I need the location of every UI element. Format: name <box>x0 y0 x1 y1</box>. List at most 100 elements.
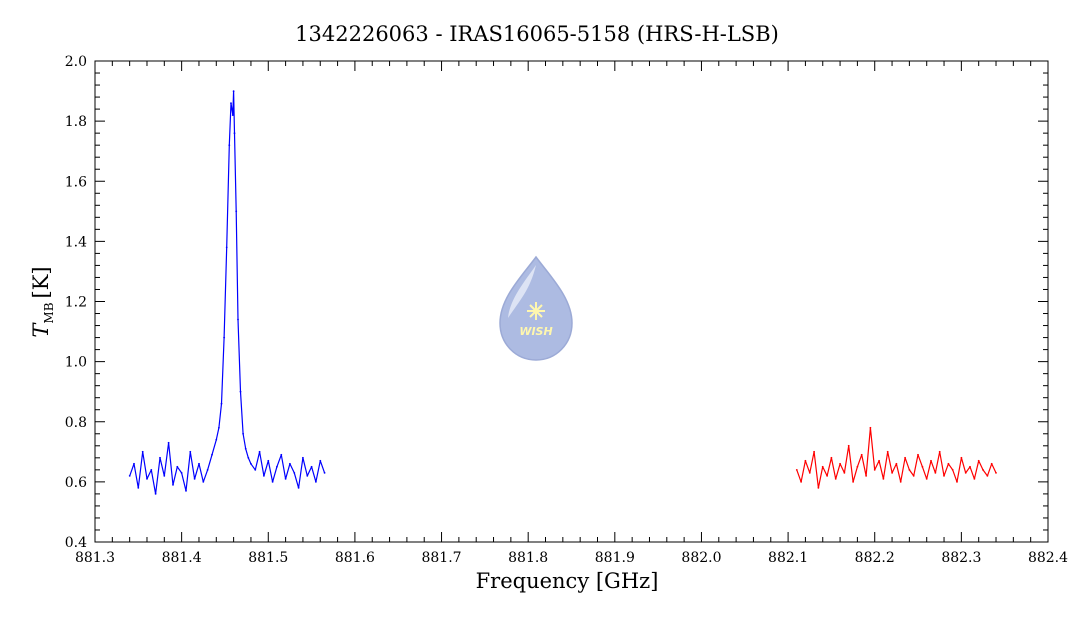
drop-highlight <box>508 265 536 318</box>
data-point <box>137 487 140 489</box>
data-point <box>176 465 179 468</box>
data-point <box>284 478 287 480</box>
data-point <box>826 475 828 477</box>
x-tick-labels: 881.3 881.4 881.5 881.6 881.7 881.8 881.9 882.0… <box>75 550 1068 566</box>
data-point <box>133 462 135 465</box>
data-point <box>141 450 144 453</box>
star-icon <box>527 302 545 320</box>
data-point <box>185 490 187 492</box>
y-tick-label: 1.2 <box>65 295 87 311</box>
data-point <box>990 462 993 465</box>
data-point <box>198 462 200 465</box>
data-point <box>830 456 833 459</box>
series-line <box>129 90 326 495</box>
data-point <box>323 472 326 474</box>
series-2 <box>795 426 997 489</box>
y-tick-label: 1.8 <box>65 114 87 130</box>
x-axis-label: Frequency [GHz] <box>476 569 659 593</box>
data-point <box>930 459 932 462</box>
data-point <box>202 481 205 483</box>
data-point <box>159 456 161 459</box>
data-point <box>947 462 950 465</box>
data-point <box>239 390 242 393</box>
data-point <box>934 472 937 474</box>
data-point <box>232 90 235 92</box>
data-point <box>895 462 898 465</box>
data-point <box>225 246 228 249</box>
data-point <box>280 453 283 456</box>
data-point <box>154 493 157 495</box>
x-tick-label: 882.3 <box>941 550 981 566</box>
data-point <box>839 462 841 465</box>
series-1 <box>128 90 326 495</box>
x-tick-label: 881.8 <box>508 550 548 566</box>
data-point <box>843 472 846 474</box>
data-point <box>258 450 261 453</box>
data-point <box>882 478 885 480</box>
x-tick-label: 881.7 <box>421 550 461 566</box>
y-tick-label: 1.4 <box>65 234 87 250</box>
data-point <box>817 487 820 489</box>
data-point <box>223 336 226 339</box>
data-point <box>852 481 854 483</box>
data-point <box>276 465 278 468</box>
data-point <box>804 459 807 462</box>
y-axis-label-sub: MB <box>42 302 56 323</box>
data-point <box>310 465 313 468</box>
data-point <box>163 475 166 477</box>
y-tick-label: 1.6 <box>65 174 87 190</box>
data-point <box>242 432 245 435</box>
data-point <box>172 484 174 486</box>
data-point <box>263 475 265 477</box>
x-tick-label: 881.6 <box>335 550 375 566</box>
data-point <box>904 456 906 459</box>
spectrum-series <box>128 90 997 495</box>
chart-title: 1342226063 - IRAS16065-5158 (HRS-H-LSB) <box>295 22 779 46</box>
y-tick-label: 0.6 <box>65 475 87 491</box>
data-point <box>293 472 296 474</box>
data-point <box>230 102 232 104</box>
data-point <box>986 475 989 477</box>
data-point <box>925 478 928 480</box>
data-point <box>813 450 815 453</box>
data-point <box>128 475 131 477</box>
data-point <box>189 450 192 453</box>
data-point <box>860 453 863 456</box>
data-point <box>231 114 234 116</box>
y-axis-label-unit: [K] <box>29 266 53 298</box>
data-point <box>908 469 911 471</box>
data-point <box>193 478 196 480</box>
data-point <box>218 426 220 429</box>
data-point <box>977 459 980 462</box>
data-point <box>167 441 170 444</box>
data-point <box>271 481 274 483</box>
data-point <box>247 456 250 459</box>
data-point <box>800 481 802 483</box>
data-point <box>982 469 984 471</box>
x-tick-label: 881.3 <box>75 550 115 566</box>
series-line <box>796 427 997 489</box>
wish-watermark: WISH <box>499 255 573 361</box>
x-tick-label: 882.4 <box>1028 550 1068 566</box>
data-point <box>821 465 824 468</box>
y-axis-label-main: T <box>29 322 53 338</box>
x-tick-label: 882.2 <box>855 550 895 566</box>
data-point <box>233 132 236 135</box>
data-point <box>878 459 880 462</box>
y-axis-label: TMB [K] <box>29 266 56 337</box>
data-point <box>150 469 153 471</box>
data-point <box>956 481 958 483</box>
y-tick-label: 0.8 <box>65 415 87 431</box>
data-point <box>912 475 915 477</box>
data-point <box>899 481 902 483</box>
data-point <box>964 472 967 474</box>
data-point <box>215 438 218 441</box>
data-point <box>795 469 798 471</box>
data-point <box>995 472 997 474</box>
data-point <box>297 487 300 489</box>
data-point <box>865 475 867 477</box>
x-tick-label: 882.0 <box>681 550 721 566</box>
data-point <box>319 459 322 462</box>
data-point <box>969 465 971 468</box>
